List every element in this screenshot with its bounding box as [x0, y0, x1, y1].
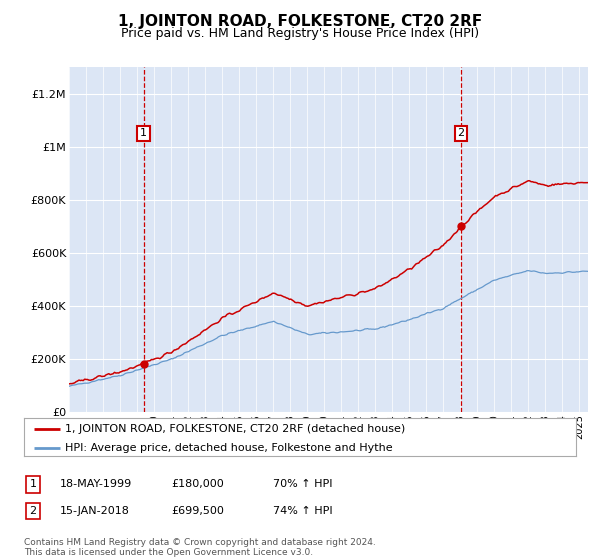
Text: 2: 2 [29, 506, 37, 516]
Text: 15-JAN-2018: 15-JAN-2018 [60, 506, 130, 516]
Text: Price paid vs. HM Land Registry's House Price Index (HPI): Price paid vs. HM Land Registry's House … [121, 27, 479, 40]
Text: HPI: Average price, detached house, Folkestone and Hythe: HPI: Average price, detached house, Folk… [65, 443, 393, 453]
Text: 18-MAY-1999: 18-MAY-1999 [60, 479, 132, 489]
Text: 1, JOINTON ROAD, FOLKESTONE, CT20 2RF: 1, JOINTON ROAD, FOLKESTONE, CT20 2RF [118, 14, 482, 29]
Text: 74% ↑ HPI: 74% ↑ HPI [273, 506, 332, 516]
Text: £699,500: £699,500 [171, 506, 224, 516]
Text: 2: 2 [457, 128, 464, 138]
Text: 70% ↑ HPI: 70% ↑ HPI [273, 479, 332, 489]
Text: 1: 1 [140, 128, 147, 138]
Text: £180,000: £180,000 [171, 479, 224, 489]
Text: 1: 1 [29, 479, 37, 489]
Text: 1, JOINTON ROAD, FOLKESTONE, CT20 2RF (detached house): 1, JOINTON ROAD, FOLKESTONE, CT20 2RF (d… [65, 424, 406, 434]
Text: Contains HM Land Registry data © Crown copyright and database right 2024.
This d: Contains HM Land Registry data © Crown c… [24, 538, 376, 557]
